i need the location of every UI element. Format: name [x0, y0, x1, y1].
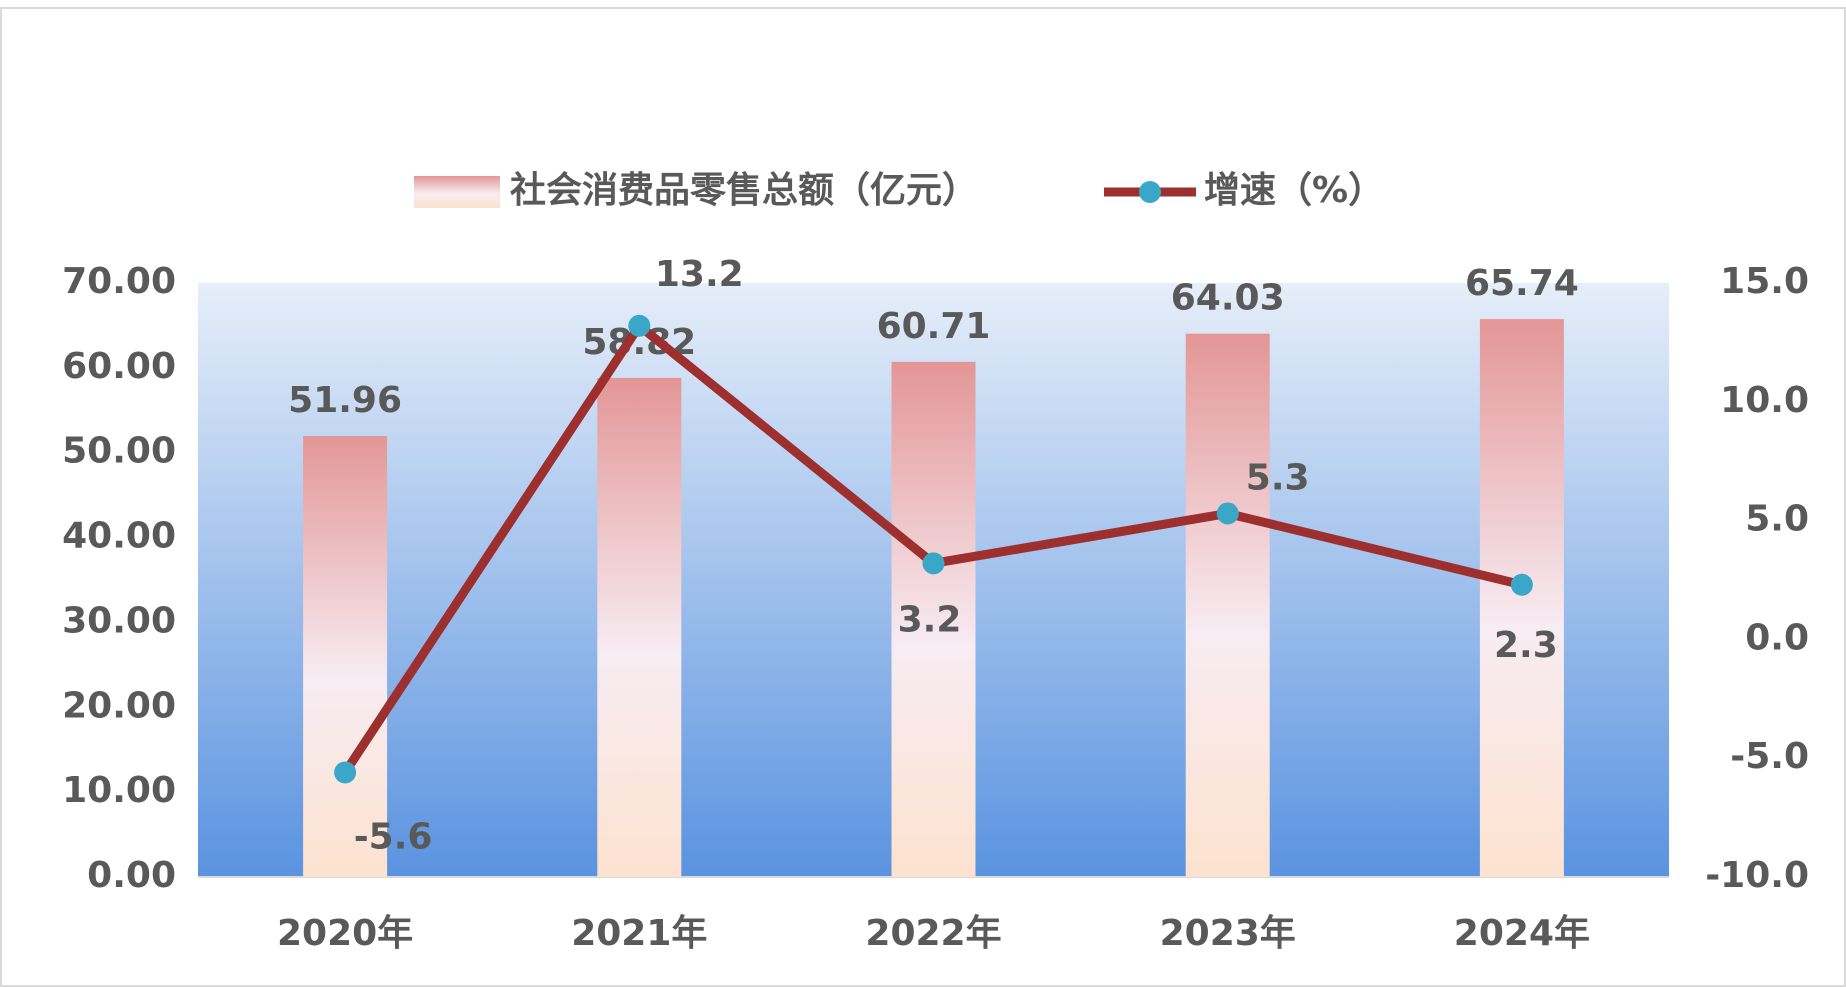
y-tick-label: 60.00: [62, 346, 176, 387]
legend-label: 社会消费品零售总额（亿元）: [510, 170, 978, 211]
bar: [891, 361, 976, 877]
y2-tick-label: 15.0: [1720, 261, 1809, 302]
y2-tick-label: -10.0: [1705, 855, 1809, 896]
x-tick-label: 2022年: [865, 913, 1001, 954]
line-value-label: 2.3: [1494, 625, 1558, 666]
y-tick-label: 50.00: [62, 431, 176, 472]
line-value-label: 3.2: [898, 599, 962, 640]
line-marker: [334, 761, 357, 784]
x-tick-label: 2024年: [1454, 913, 1590, 954]
y2-tick-label: 10.0: [1720, 380, 1809, 421]
line-marker: [1216, 502, 1239, 525]
bar-value-label: 60.71: [877, 306, 991, 347]
line-value-label: -5.6: [354, 816, 433, 857]
y-tick-label: 0.00: [87, 855, 176, 896]
x-tick-label: 2023年: [1160, 913, 1296, 954]
line-value-label: 13.2: [655, 254, 744, 295]
y-tick-label: 20.00: [62, 685, 176, 726]
y-tick-label: 10.00: [62, 770, 176, 811]
legend-swatch: [414, 176, 500, 208]
y-tick-label: 70.00: [62, 261, 176, 302]
line-value-label: 5.3: [1246, 457, 1310, 498]
bar: [597, 377, 682, 877]
x-tick-label: 2020年: [277, 913, 413, 954]
line-marker: [628, 314, 651, 337]
x-tick-label: 2021年: [571, 913, 707, 954]
bar-value-label: 64.03: [1171, 278, 1285, 319]
bar-value-label: 51.96: [288, 380, 402, 421]
y2-tick-label: -5.0: [1730, 736, 1809, 777]
y2-tick-label: 5.0: [1745, 499, 1809, 540]
bar: [1185, 333, 1270, 877]
y-tick-label: 30.00: [62, 600, 176, 641]
bar-value-label: 65.74: [1465, 263, 1579, 304]
y2-tick-label: 0.0: [1745, 617, 1809, 658]
legend-label: 增速（%）: [1204, 170, 1384, 211]
y-tick-label: 40.00: [62, 516, 176, 557]
bar: [1479, 319, 1564, 877]
line-marker: [922, 552, 945, 575]
line-marker: [1510, 573, 1533, 596]
bar: [303, 436, 388, 877]
legend-marker: [1139, 181, 1161, 203]
